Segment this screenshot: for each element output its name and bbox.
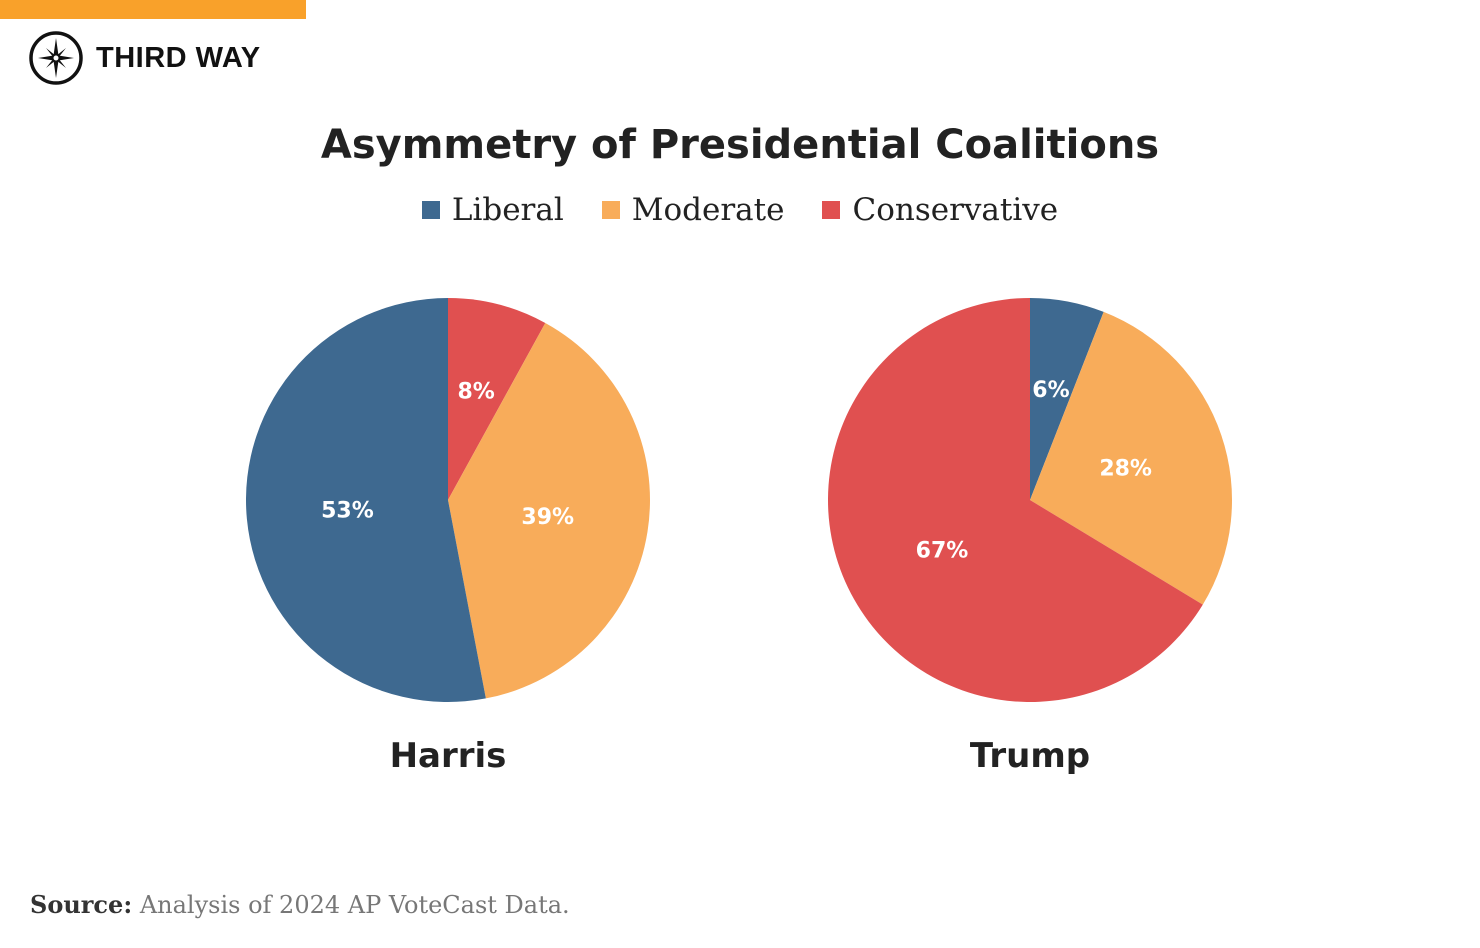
legend-item-liberal: Liberal [421,192,564,228]
source-text: Analysis of 2024 AP VoteCast Data. [132,891,570,919]
legend: Liberal Moderate Conservative [0,192,1480,228]
pie-name-label: Harris [390,736,507,776]
legend-swatch [421,201,440,219]
pie-slice-moderate [1030,311,1232,605]
pie-trump: 6% 28% 67% Trump [827,298,1232,776]
pie-slice-conservative [448,298,546,500]
slice-label: 53% [321,499,374,524]
legend-label: Moderate [631,192,785,228]
slice-label: 8% [457,379,494,404]
legend-swatch [822,201,841,219]
pie-name-label: Trump [970,736,1090,776]
legend-item-moderate: Moderate [601,192,785,228]
slice-label: 28% [1099,457,1152,482]
slice-label: 67% [916,539,969,564]
slice-label: 6% [1032,378,1069,403]
legend-swatch [601,201,620,219]
pie-slice-liberal [1030,298,1104,500]
pie-slice-liberal [245,298,486,702]
legend-label: Conservative [852,192,1059,228]
chart-title: Asymmetry of Presidential Coalitions [320,122,1160,168]
compass-icon [29,31,83,85]
accent-bar [0,0,306,19]
logo: THIRD WAY [28,30,261,86]
pie-harris: 8% 39% 53% Harris [245,298,650,776]
brand-name: THIRD WAY [96,41,261,74]
source-label: Source: [30,890,133,919]
pie-slice-conservative [827,298,1203,702]
slice-label: 39% [521,505,574,530]
source-note: Source: Analysis of 2024 AP VoteCast Dat… [30,890,570,919]
pie-slice-moderate [448,322,650,699]
legend-label: Liberal [451,192,564,228]
legend-item-conservative: Conservative [822,192,1058,228]
